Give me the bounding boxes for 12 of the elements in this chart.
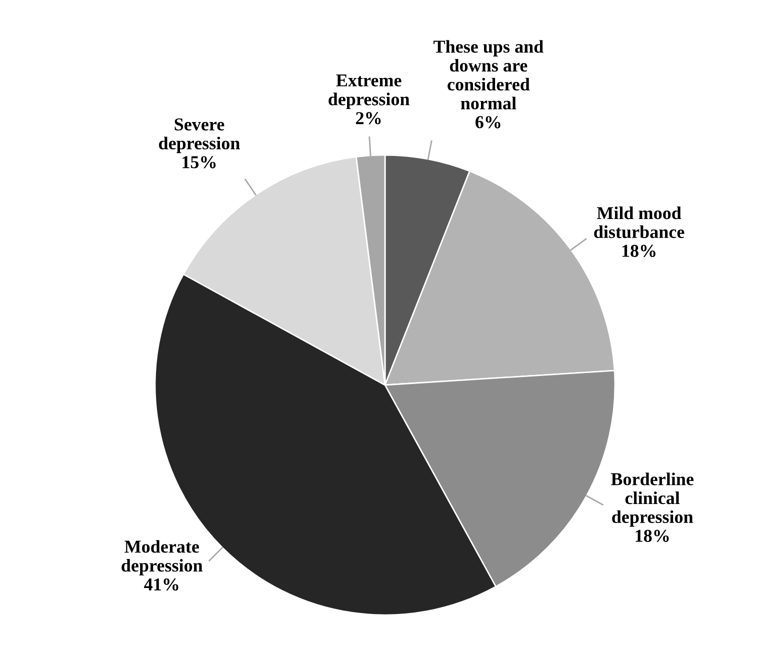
slice-label: These ups and downs are considered normal xyxy=(434,40,544,110)
slice-label: Borderline clinical depression xyxy=(611,472,694,527)
slice-label: Severe depression xyxy=(158,118,240,154)
data-label: 15% xyxy=(182,156,216,168)
data-label: 41% xyxy=(144,578,178,591)
slice-label: Extreme depression xyxy=(328,74,410,110)
data-label: 6% xyxy=(476,116,500,128)
slice-label: Mild mood disturbance xyxy=(594,206,684,238)
data-label: 2% xyxy=(356,112,381,124)
slice-label: Moderate depression xyxy=(122,540,203,576)
data-label: 18% xyxy=(636,530,669,542)
data-label: 18% xyxy=(622,244,656,258)
